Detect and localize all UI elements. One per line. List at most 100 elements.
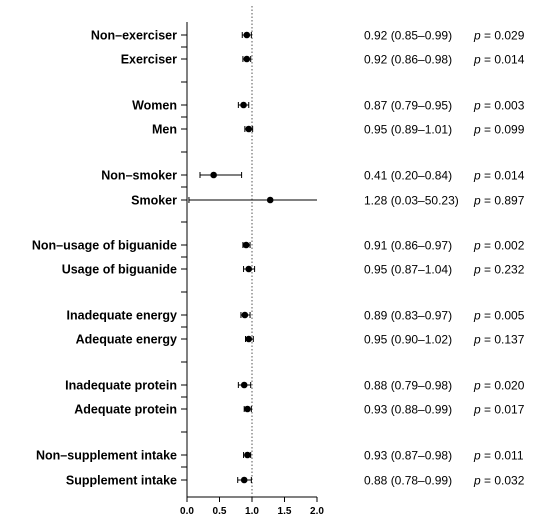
- p-equals: =: [481, 29, 495, 43]
- p-value-text: p = 0.014: [473, 53, 525, 67]
- p-equals: =: [481, 474, 495, 488]
- row-label: Inadequate energy: [67, 309, 177, 323]
- p-value-text: p = 0.032: [473, 474, 525, 488]
- estimate-ci-text: 0.95 (0.87–1.04): [364, 263, 452, 277]
- p-value-text: p = 0.897: [473, 194, 525, 208]
- estimate-ci-text: 1.28 (0.03–50.23): [364, 194, 459, 208]
- p-symbol: p: [473, 239, 481, 253]
- row-label: Non–smoker: [101, 169, 177, 183]
- p-value-text: p = 0.002: [473, 239, 525, 253]
- row-label: Non–supplement intake: [36, 449, 177, 463]
- p-symbol: p: [473, 194, 481, 208]
- p-symbol: p: [473, 263, 481, 277]
- p-value: 0.005: [494, 309, 524, 323]
- p-equals: =: [481, 449, 495, 463]
- point-estimate: [243, 55, 251, 63]
- p-equals: =: [481, 239, 495, 253]
- p-equals: =: [481, 263, 495, 277]
- estimate-ci-text: 0.41 (0.20–0.84): [364, 169, 452, 183]
- estimate-ci-text: 0.88 (0.78–0.99): [364, 474, 452, 488]
- x-tick-label: 0.0: [180, 506, 194, 517]
- p-equals: =: [481, 53, 495, 67]
- p-symbol: p: [473, 29, 481, 43]
- p-value: 0.897: [494, 194, 524, 208]
- x-tick-label: 1.0: [245, 506, 259, 517]
- row-label: Usage of biguanide: [62, 263, 177, 277]
- estimate-ci-text: 0.88 (0.79–0.98): [364, 379, 452, 393]
- row-label: Non–exerciser: [91, 29, 177, 43]
- text-layer: Non–exerciser 0.92 (0.85–0.99) p = 0.029 Ex…: [32, 29, 525, 488]
- axis-layer: 0.0 0.5 1.0 1.5 2.0: [180, 6, 324, 517]
- p-symbol: p: [473, 309, 481, 323]
- row-label: Adequate energy: [76, 333, 177, 347]
- x-tick-label: 2.0: [310, 506, 324, 517]
- point-estimate: [240, 476, 248, 484]
- p-value-text: p = 0.003: [473, 99, 525, 113]
- estimate-ci-text: 0.95 (0.90–1.02): [364, 333, 452, 347]
- p-value-text: p = 0.005: [473, 309, 525, 323]
- p-value: 0.029: [494, 29, 524, 43]
- p-value: 0.032: [494, 474, 524, 488]
- p-value-text: p = 0.137: [473, 333, 525, 347]
- p-equals: =: [481, 333, 495, 347]
- x-tick-label: 1.5: [278, 506, 292, 517]
- p-value: 0.011: [494, 449, 523, 463]
- p-symbol: p: [473, 333, 481, 347]
- p-value: 0.014: [494, 53, 524, 67]
- point-estimate: [245, 265, 253, 273]
- p-equals: =: [481, 194, 495, 208]
- p-equals: =: [481, 99, 495, 113]
- p-value: 0.099: [494, 123, 524, 137]
- estimate-ci-text: 0.93 (0.88–0.99): [364, 403, 452, 417]
- point-estimate: [244, 405, 251, 413]
- p-value-text: p = 0.232: [473, 263, 525, 277]
- p-symbol: p: [473, 123, 481, 137]
- estimate-ci-text: 0.87 (0.79–0.95): [364, 99, 452, 113]
- p-value: 0.017: [494, 403, 524, 417]
- p-value-text: p = 0.020: [473, 379, 525, 393]
- row-label: Smoker: [131, 194, 177, 208]
- point-estimate: [242, 241, 250, 249]
- p-value: 0.003: [494, 99, 524, 113]
- row-label: Adequate protein: [74, 403, 177, 417]
- p-value: 0.020: [494, 379, 524, 393]
- estimate-ci-text: 0.89 (0.83–0.97): [364, 309, 452, 323]
- p-symbol: p: [473, 474, 481, 488]
- p-symbol: p: [473, 379, 481, 393]
- point-estimate: [240, 101, 247, 109]
- p-symbol: p: [473, 53, 481, 67]
- p-value: 0.002: [494, 239, 524, 253]
- point-estimate: [240, 381, 248, 389]
- estimate-ci-text: 0.95 (0.89–1.01): [364, 123, 452, 137]
- p-value: 0.232: [494, 263, 524, 277]
- p-value-text: p = 0.029: [473, 29, 525, 43]
- p-equals: =: [481, 123, 495, 137]
- p-equals: =: [481, 169, 495, 183]
- marks-layer: [188, 31, 317, 484]
- point-estimate: [245, 125, 253, 133]
- p-symbol: p: [473, 449, 481, 463]
- point-estimate: [245, 335, 253, 343]
- p-value: 0.137: [494, 333, 524, 347]
- point-estimate: [210, 171, 217, 179]
- p-equals: =: [481, 309, 495, 323]
- p-value-text: p = 0.099: [473, 123, 525, 137]
- point-estimate: [266, 196, 274, 204]
- estimate-ci-text: 0.91 (0.86–0.97): [364, 239, 452, 253]
- estimate-ci-text: 0.92 (0.85–0.99): [364, 29, 452, 43]
- p-value: 0.014: [494, 169, 524, 183]
- estimate-ci-text: 0.93 (0.87–0.98): [364, 449, 452, 463]
- row-label: Women: [132, 99, 177, 113]
- estimate-ci-text: 0.92 (0.86–0.98): [364, 53, 452, 67]
- row-label: Inadequate protein: [65, 379, 177, 393]
- p-value-text: p = 0.017: [473, 403, 525, 417]
- row-label: Men: [152, 123, 177, 137]
- p-equals: =: [481, 403, 495, 417]
- p-symbol: p: [473, 99, 481, 113]
- row-label: Exerciser: [121, 53, 177, 67]
- point-estimate: [244, 451, 251, 459]
- p-equals: =: [481, 379, 495, 393]
- row-label: Supplement intake: [66, 474, 177, 488]
- p-value-text: p = 0.014: [473, 169, 525, 183]
